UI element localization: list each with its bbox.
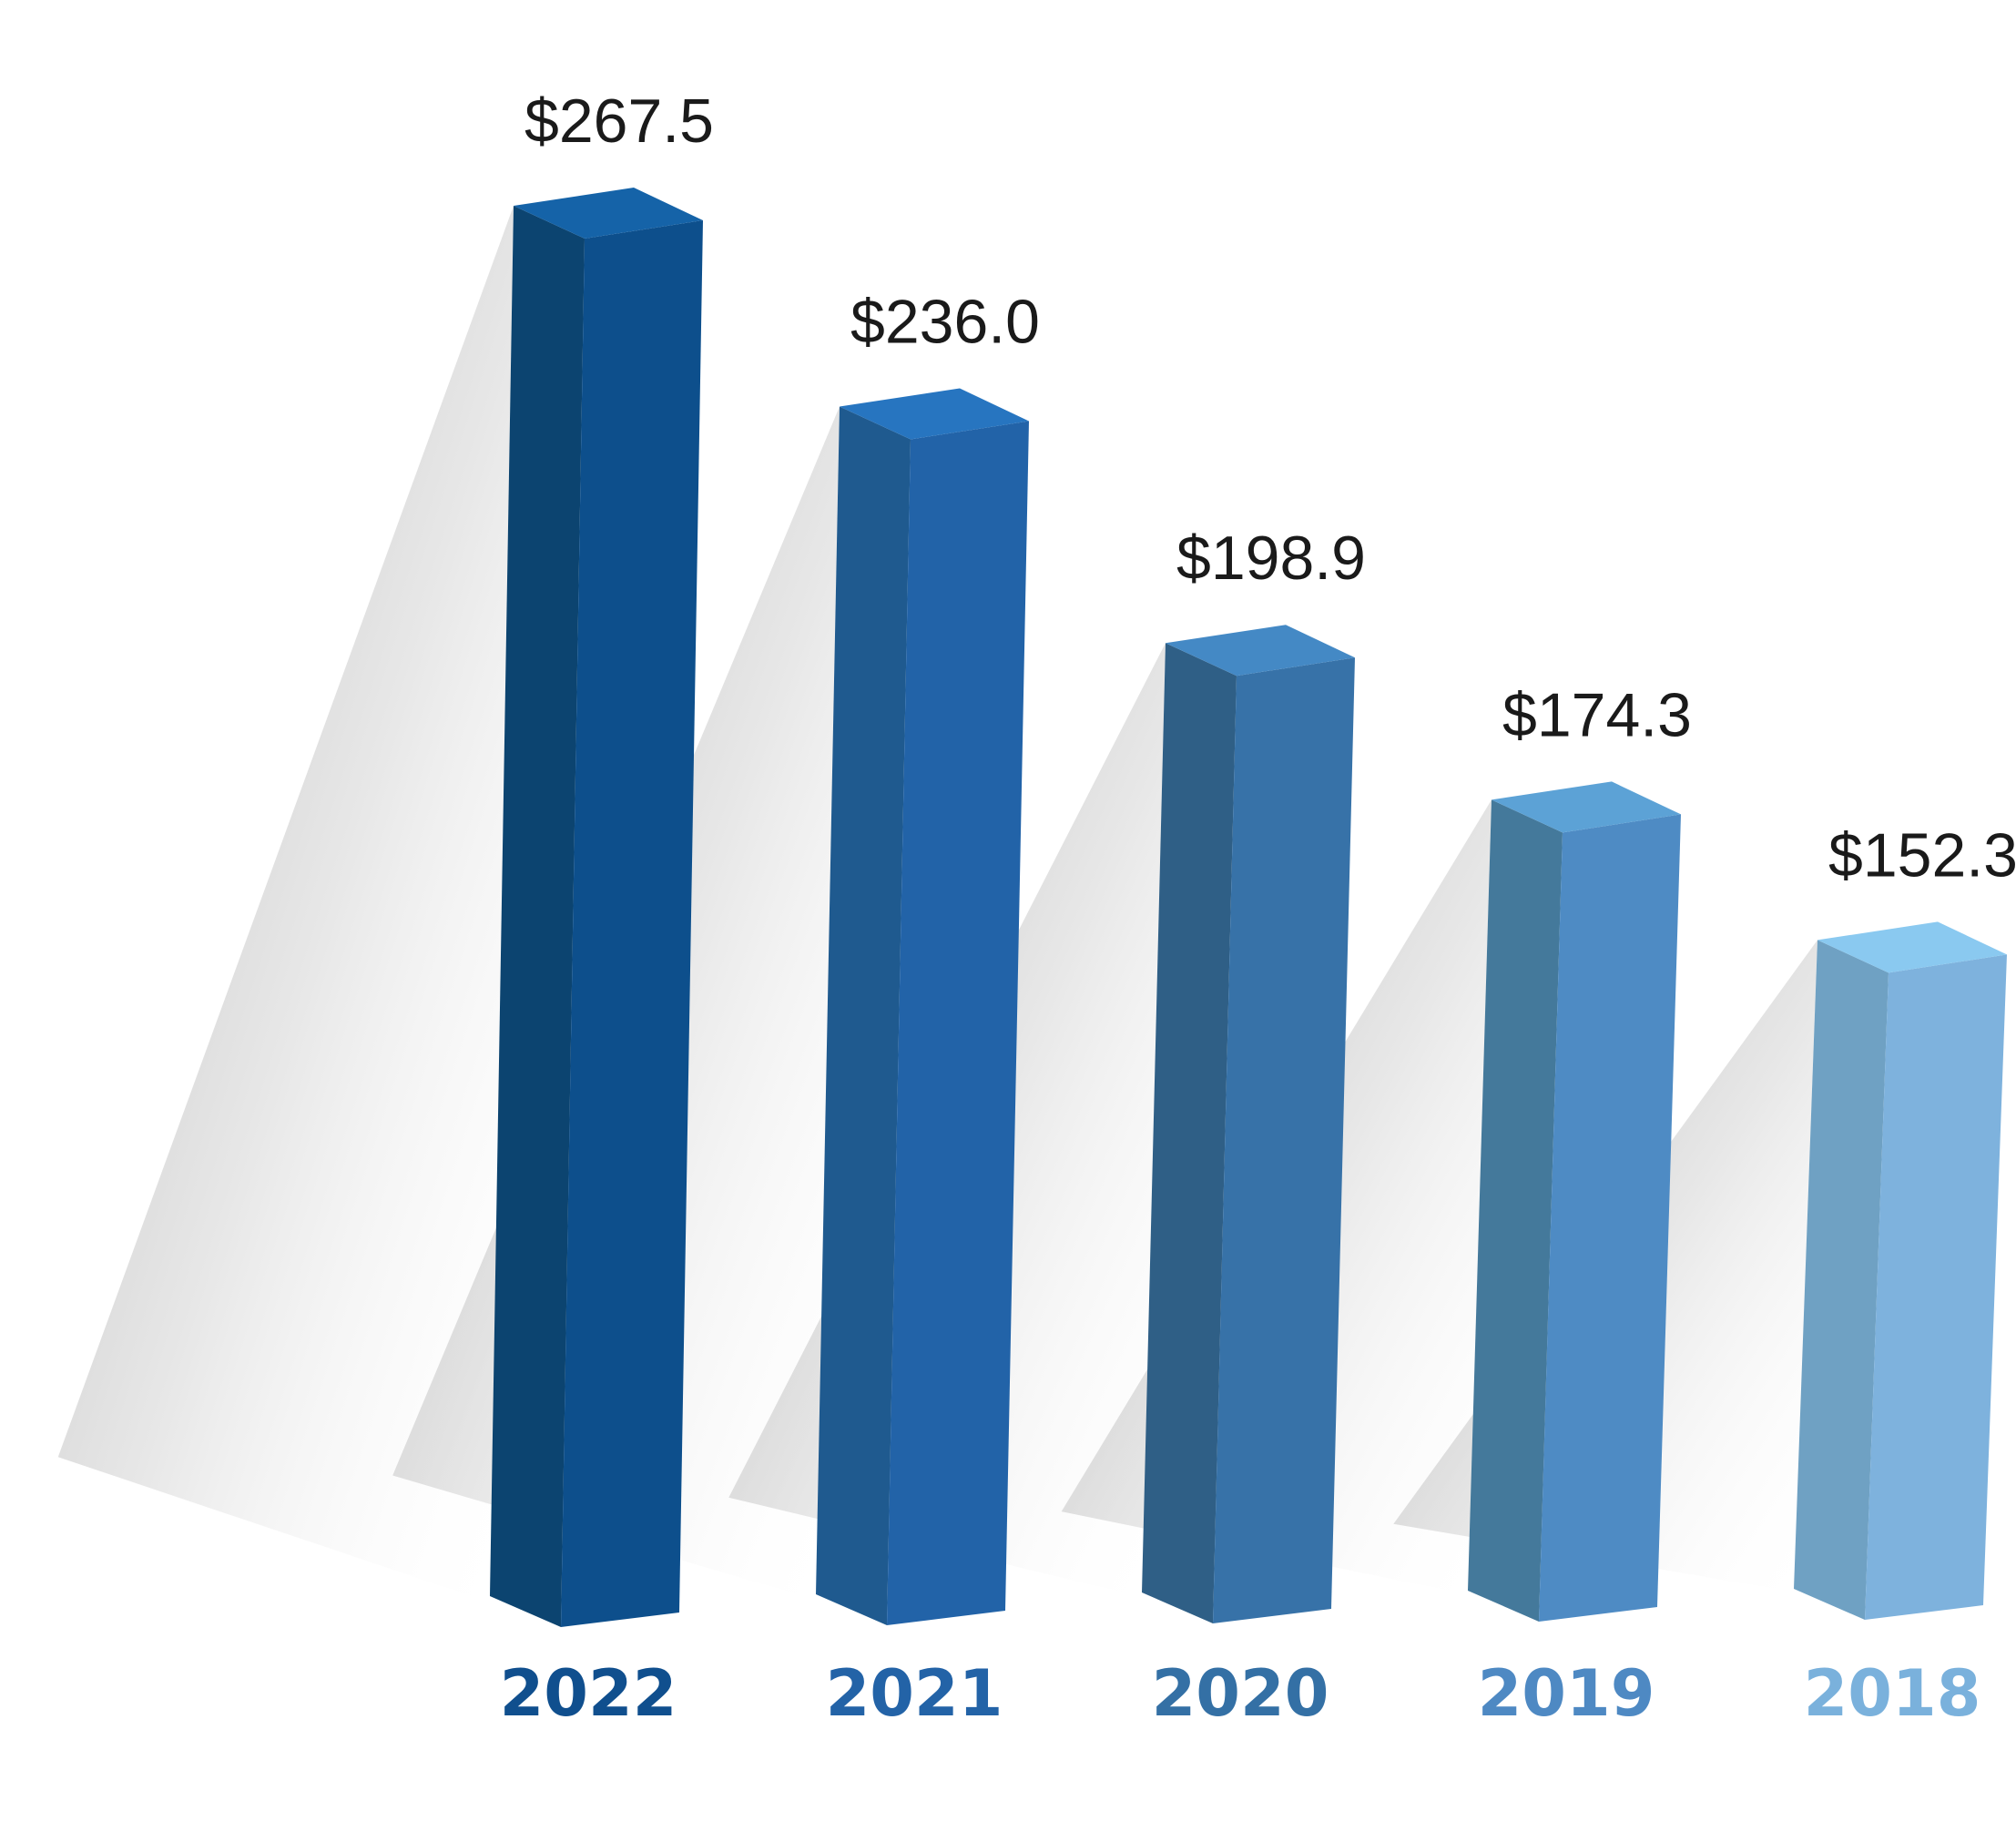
bar-top-2019 bbox=[1492, 781, 1681, 833]
bar-top-2022 bbox=[514, 188, 703, 239]
bar-top-2018 bbox=[1817, 921, 2007, 973]
tick-label-2020: 2020 bbox=[1152, 1656, 1329, 1731]
bar-front-2019 bbox=[1539, 814, 1681, 1622]
bar-front-2018 bbox=[1865, 954, 2007, 1620]
bar-side-2018 bbox=[1794, 940, 1889, 1620]
tick-label-2018: 2018 bbox=[1804, 1656, 1981, 1731]
value-labels: $267.5 $236.0 $198.9 $174.3 $152.3 bbox=[524, 86, 2016, 890]
bars bbox=[490, 188, 2007, 1627]
value-label-2019: $174.3 bbox=[1502, 680, 1692, 749]
bar-front-2022 bbox=[561, 220, 703, 1627]
bar-side-2022 bbox=[490, 206, 585, 1627]
value-label-2022: $267.5 bbox=[524, 86, 714, 156]
value-label-2018: $152.3 bbox=[1828, 820, 2016, 890]
year-labels: 2022 2021 2020 2019 2018 bbox=[500, 1656, 1981, 1731]
tick-label-2021: 2021 bbox=[826, 1656, 1003, 1731]
bar-front-2021 bbox=[887, 421, 1029, 1625]
value-label-2021: $236.0 bbox=[850, 288, 1040, 357]
bar-top-2020 bbox=[1166, 625, 1355, 677]
bar-top-2021 bbox=[840, 388, 1029, 440]
bar-shadow-2022 bbox=[57, 206, 514, 1596]
value-label-2020: $198.9 bbox=[1176, 524, 1366, 593]
bar-front-2020 bbox=[1213, 657, 1355, 1624]
bar-side-2020 bbox=[1142, 643, 1237, 1624]
bar-side-2019 bbox=[1468, 799, 1563, 1622]
tick-label-2022: 2022 bbox=[500, 1656, 677, 1731]
tick-label-2019: 2019 bbox=[1478, 1656, 1655, 1731]
bar-side-2021 bbox=[816, 406, 911, 1625]
